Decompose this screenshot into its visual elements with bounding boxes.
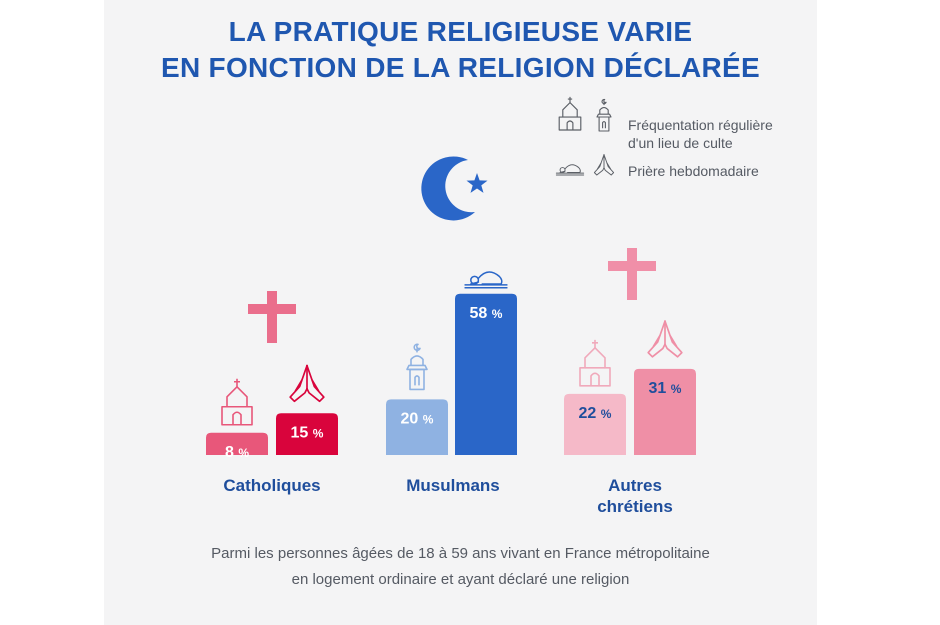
catholiques-cross-icon-vertical [267, 291, 277, 343]
legend-prostration-icon-back [564, 164, 581, 174]
catholiques-cross-icon-horizontal [248, 304, 296, 314]
catholiques-church-icon-door [232, 411, 242, 425]
catholiques-praying-hands-icon-left [289, 364, 308, 403]
category-label-catholiques: Catholiques [223, 476, 321, 495]
catholiques-cross-icon [248, 291, 296, 343]
legend-attendance-label: Fréquentation régulière d'un lieu de cul… [628, 116, 773, 152]
legend-minaret-icon-crescent [601, 98, 607, 105]
value-label-autres-chretiens-prayer: 31 % [649, 380, 682, 397]
bar-autres-chretiens-attendance [564, 393, 626, 455]
legend-church-icon-door [566, 120, 574, 130]
legend-praying-hands-icon-fingers [596, 162, 612, 170]
title-line-2: EN FONCTION DE LA RELIGION DÉCLARÉE [160, 52, 761, 83]
catholiques-praying-hands-icon-fingers [294, 379, 320, 392]
infographic-panel: LA PRATIQUE RELIGIEUSE VARIE EN FONCTION… [104, 0, 817, 625]
legend-church-icon-top-cross [567, 96, 573, 103]
catholiques-praying-hands-icon [289, 364, 325, 403]
legend-attendance-line2: d'un lieu de culte [628, 135, 733, 151]
musulmans-minaret-icon-balcony [406, 364, 428, 371]
autres-chretiens-praying-hands-icon [647, 320, 683, 358]
catholiques-church-icon-body [221, 385, 253, 426]
value-label-catholiques-attendance: 8 % [225, 444, 249, 461]
musulmans-prostration-icon-head [470, 275, 480, 285]
star-shape [466, 173, 488, 193]
legend-attendance-line1: Fréquentation régulière [628, 117, 773, 133]
legend-minaret-icon-balcony [596, 113, 612, 118]
category-label-musulmans: Musulmans [406, 476, 500, 495]
legend-minaret-icon-dome [599, 106, 609, 115]
autres-chretiens-praying-hands-icon-left [647, 320, 666, 358]
musulmans-prostration-icon-mat [464, 284, 508, 289]
value-label-musulmans-attendance: 20 % [401, 410, 434, 427]
autres-chretiens-church-icon-door [590, 372, 600, 386]
legend-church-icon-body [558, 102, 582, 131]
legend-minaret-icon [596, 98, 612, 132]
legend-minaret-icon-window [602, 120, 606, 129]
legend-church-icon [558, 96, 582, 131]
legend-praying-hands-icon [593, 154, 615, 176]
musulmans-crescent-star-icon [421, 156, 488, 221]
catholiques-church-icon [221, 378, 253, 426]
autres-chretiens-cross-icon-horizontal [608, 261, 656, 271]
legend-prayer-label: Prière hebdomadaire [628, 163, 759, 179]
catholiques-church-icon-top-cross [234, 378, 240, 387]
legend-praying-hands-icon-right [603, 154, 615, 176]
autres-chretiens-cross-icon-vertical [627, 248, 637, 300]
autres-chretiens-church-icon-body [579, 347, 611, 387]
musulmans-minaret-icon-shaft [409, 368, 425, 391]
musulmans-prostration-icon [464, 271, 508, 289]
legend-prostration-icon-arm [559, 170, 566, 174]
autres-chretiens-praying-hands-icon-fingers [652, 334, 678, 348]
legend-prostration-icon [555, 164, 585, 176]
bar-musulmans-attendance [386, 399, 448, 455]
autres-chretiens-church-icon [579, 339, 611, 387]
catholiques-praying-hands-icon-right [306, 364, 325, 403]
autres-chretiens-cross-icon [608, 248, 656, 300]
musulmans-prostration-icon-back [477, 271, 503, 285]
category-label-autres-chretiens: Autres chrétiens [555, 475, 715, 517]
legend-praying-hands-icon-left [593, 154, 605, 176]
value-label-catholiques-prayer: 15 % [291, 424, 324, 441]
legend-prostration-icon-head [559, 167, 566, 174]
value-label-autres-chretiens-attendance: 22 % [579, 405, 612, 422]
footnote-line-2: en logement ordinaire et ayant déclaré u… [291, 571, 630, 588]
bar-catholiques-prayer [276, 413, 338, 455]
legend-prostration-icon-mat [555, 172, 585, 176]
legend-minaret-icon-shaft [598, 116, 610, 132]
title-line-1: LA PRATIQUE RELIGIEUSE VARIE [228, 16, 693, 47]
footnote-line-1: Parmi les personnes âgées de 18 à 59 ans… [211, 545, 710, 562]
autres-chretiens-praying-hands-icon-right [664, 320, 683, 358]
bar-catholiques-attendance [206, 432, 268, 455]
bar-musulmans-prayer [455, 293, 517, 455]
category-label-autres-chretiens-text: Autres chrétiens [597, 476, 673, 516]
musulmans-minaret-icon-crescent [413, 343, 421, 352]
musulmans-prostration-icon-arm [470, 281, 480, 285]
bar-autres-chretiens-prayer [634, 368, 696, 455]
musulmans-minaret-icon-dome [410, 355, 424, 366]
autres-chretiens-church-icon-top-cross [592, 339, 598, 348]
value-label-musulmans-prayer: 58 % [470, 305, 503, 322]
musulmans-minaret-icon-window [414, 375, 420, 386]
crescent-shape [421, 156, 475, 221]
musulmans-minaret-icon [406, 343, 428, 391]
